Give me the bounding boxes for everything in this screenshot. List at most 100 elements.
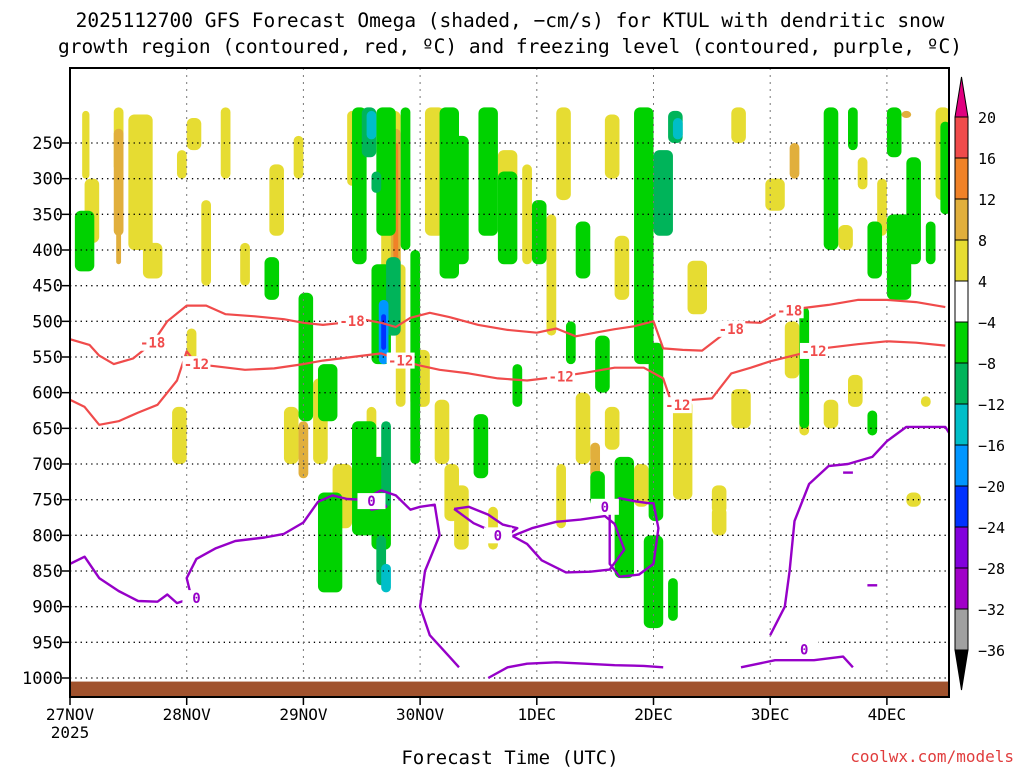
x-tick-sublabel: 2025 <box>51 723 90 742</box>
dgz-contour-label-bg <box>717 320 746 337</box>
omega-shade-green <box>531 200 547 265</box>
dgz-contour-label: -18 <box>339 314 364 330</box>
omega-shade-green <box>614 456 635 579</box>
colorbar-level-label: 12 <box>978 191 996 209</box>
y-tick-label: 650 <box>32 419 63 439</box>
dgz-contour-label: -12 <box>184 357 209 373</box>
y-tick-label: 1000 <box>22 669 63 689</box>
dgz-contour-label-bg <box>338 312 367 329</box>
omega-shade-yellow <box>556 107 571 201</box>
dgz-contour-label: -12 <box>548 369 573 385</box>
colorbar-legend: 20 16 12 8 4 −4 −8 −12 −16 −20 −24 −28 −32 −36 <box>954 76 1005 691</box>
y-tick-label: 700 <box>32 455 63 475</box>
omega-shade-yellow <box>82 110 90 179</box>
omega-shade-teal <box>386 257 401 336</box>
freezing-level-contour <box>511 514 626 574</box>
omega-shade-yellow <box>711 506 727 536</box>
y-tick-label: 800 <box>32 526 63 546</box>
chart-title-line1: 2025112700 GFS Forecast Omega (shaded, −… <box>76 9 945 32</box>
freezing-level-label-bg <box>790 641 819 658</box>
colorbar-top-arrow <box>954 76 969 118</box>
omega-shade-green <box>940 121 949 215</box>
colorbar-swatch <box>954 157 969 200</box>
x-tick-label: 29NOV <box>279 705 328 724</box>
omega-shade-green <box>264 257 280 300</box>
omega-shade-yellow <box>434 399 450 464</box>
omega-shade-yellow <box>240 242 250 286</box>
freezing-level-label-bg <box>483 527 512 544</box>
omega-shade-green <box>317 492 343 593</box>
omega-shade-yellow <box>604 114 620 179</box>
omega-shade-orange <box>113 128 124 236</box>
colorbar-level-label: −8 <box>978 355 996 373</box>
y-tick-label: 250 <box>32 134 63 154</box>
omega-shade-yellow <box>823 399 839 429</box>
plot-frame <box>69 67 950 698</box>
dgz-contour-label: -12 <box>801 344 826 360</box>
dgz-contour-label: -18 <box>719 322 744 338</box>
colorbar-swatch <box>954 280 969 323</box>
omega-shade-yellow <box>848 374 863 407</box>
omega-shade-yellow <box>269 164 284 236</box>
omega-shade-green <box>867 410 878 436</box>
omega-shade-yellow <box>546 214 557 336</box>
omega-shade-yellow <box>604 406 620 450</box>
dgz-contour-label-bg <box>138 334 167 351</box>
omega-shade-green <box>376 107 396 236</box>
omega-shade-dark-blue <box>381 314 387 350</box>
omega-shade-green <box>478 107 498 236</box>
freezing-level-contour <box>608 497 660 578</box>
freezing-level-label-bg <box>357 493 386 510</box>
omega-shade-yellow <box>454 485 469 550</box>
dgz-contour-label: -18 <box>140 336 165 352</box>
colorbar-swatch <box>954 362 969 405</box>
omega-shade-green <box>648 342 664 522</box>
freezing-level-label-bg <box>182 590 211 607</box>
omega-shade-green <box>925 221 936 265</box>
omega-shade-green <box>565 321 576 365</box>
omega-shade-teal <box>371 171 382 193</box>
x-tick-label: 3DEC <box>751 705 790 724</box>
freezing-level-label: 0 <box>367 494 375 510</box>
omega-shade-yellow <box>857 157 868 190</box>
omega-shade-orange <box>590 442 601 479</box>
colorbar-level-label: 8 <box>978 232 987 250</box>
freezing-level-label: 0 <box>601 500 609 516</box>
omega-shade-green <box>575 221 591 279</box>
dgz-contour-label-bg <box>547 368 576 385</box>
omega-shade-yellow <box>172 406 187 464</box>
omega-shade-yellow <box>575 392 591 464</box>
colorbar-swatch <box>954 608 969 651</box>
y-tick-label: 750 <box>32 491 63 511</box>
omega-shade-green <box>317 364 338 422</box>
freezing-level-contour <box>769 425 949 636</box>
colorbar-swatch <box>954 321 969 364</box>
dgz-contour-label-bg <box>799 342 828 359</box>
omega-shade-yellow <box>784 321 800 379</box>
y-tick-label: 300 <box>32 170 63 190</box>
omega-shade-yellow <box>128 114 153 250</box>
omega-shade-green <box>497 171 518 265</box>
dgz-contour-label: -12 <box>665 398 690 414</box>
omega-shade-green <box>886 107 902 158</box>
colorbar-swatch <box>954 567 969 610</box>
y-tick-label: 950 <box>32 633 63 653</box>
dgz-contour-label-bg <box>386 352 415 369</box>
colorbar-level-label: −16 <box>978 437 1005 455</box>
contour-layer: -18 -18 -18 -18 -12 -12 -12 -12 -12 0 0 0 0 0 <box>70 298 949 680</box>
omega-shade-yellow <box>201 200 212 286</box>
omega-shade-orange <box>298 421 309 479</box>
omega-shade-green <box>74 210 95 272</box>
colorbar-level-label: −36 <box>978 642 1005 660</box>
omega-shade-cyan <box>366 110 377 140</box>
y-tick-label: 900 <box>32 598 63 618</box>
omega-shade-yellow <box>838 225 853 250</box>
freezing-level-label: 0 <box>494 528 502 544</box>
colorbar-level-label: 4 <box>978 273 987 291</box>
dgz-contour-label: -12 <box>388 354 413 370</box>
omega-shade-green <box>512 364 523 407</box>
omega-shade-yellow <box>672 399 693 500</box>
omega-shade-green <box>668 578 678 621</box>
